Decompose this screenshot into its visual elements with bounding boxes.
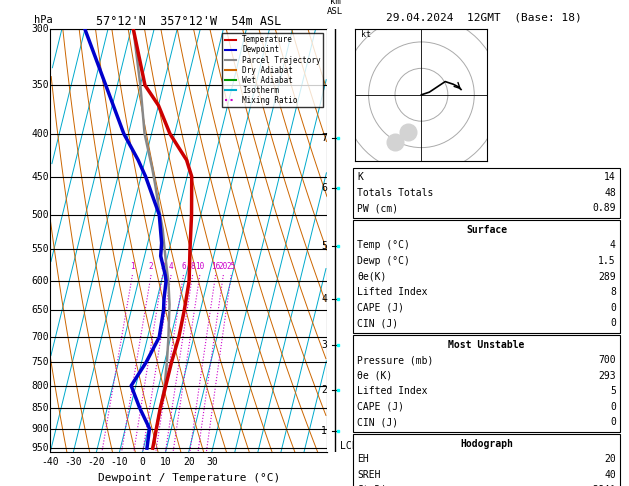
Text: 30: 30	[206, 457, 218, 467]
Text: 700: 700	[31, 332, 49, 342]
Text: 500: 500	[31, 210, 49, 220]
Text: 550: 550	[31, 244, 49, 255]
Text: -40: -40	[42, 457, 59, 467]
Text: Pressure (mb): Pressure (mb)	[357, 355, 433, 365]
Text: 300: 300	[31, 24, 49, 34]
Text: EH: EH	[357, 454, 369, 464]
Text: 289: 289	[598, 272, 616, 281]
Text: 450: 450	[31, 172, 49, 182]
Text: Lifted Index: Lifted Index	[357, 287, 428, 297]
Text: CIN (J): CIN (J)	[357, 318, 398, 328]
Legend: Temperature, Dewpoint, Parcel Trajectory, Dry Adiabat, Wet Adiabat, Isotherm, Mi: Temperature, Dewpoint, Parcel Trajectory…	[223, 33, 323, 107]
Text: Surface: Surface	[466, 225, 507, 235]
Text: 10: 10	[160, 457, 172, 467]
Text: 40: 40	[604, 470, 616, 480]
Text: -30: -30	[65, 457, 82, 467]
Text: 5: 5	[610, 386, 616, 396]
Text: LCL: LCL	[340, 441, 357, 451]
Text: 6: 6	[181, 262, 186, 271]
Text: 0.89: 0.89	[593, 204, 616, 213]
Text: 750: 750	[31, 357, 49, 367]
Text: 0: 0	[610, 402, 616, 412]
Text: 600: 600	[31, 276, 49, 286]
Text: Totals Totals: Totals Totals	[357, 188, 433, 198]
Text: km
ASL: km ASL	[327, 0, 343, 17]
Text: 0: 0	[610, 417, 616, 427]
Text: 8: 8	[610, 287, 616, 297]
Text: 2: 2	[148, 262, 153, 271]
Text: SREH: SREH	[357, 470, 381, 480]
Text: Lifted Index: Lifted Index	[357, 386, 428, 396]
Text: CAPE (J): CAPE (J)	[357, 402, 404, 412]
Text: 850: 850	[31, 403, 49, 413]
Text: 4: 4	[321, 294, 327, 304]
Text: CIN (J): CIN (J)	[357, 417, 398, 427]
Text: 29.04.2024  12GMT  (Base: 18): 29.04.2024 12GMT (Base: 18)	[386, 12, 582, 22]
Text: Dewpoint / Temperature (°C): Dewpoint / Temperature (°C)	[97, 473, 280, 483]
Text: 25: 25	[226, 262, 236, 271]
Text: hPa: hPa	[34, 15, 52, 25]
Text: 3: 3	[321, 340, 327, 350]
Text: Hodograph: Hodograph	[460, 439, 513, 449]
Text: -10: -10	[111, 457, 128, 467]
Text: 2: 2	[321, 385, 327, 395]
Text: Dewp (°C): Dewp (°C)	[357, 256, 410, 266]
Text: 1: 1	[130, 262, 135, 271]
Text: kt: kt	[360, 30, 370, 39]
Text: 5: 5	[321, 241, 327, 251]
Text: 0: 0	[140, 457, 145, 467]
Text: θe (K): θe (K)	[357, 371, 392, 381]
Text: 8: 8	[190, 262, 195, 271]
Text: 7: 7	[321, 133, 327, 143]
Text: 0: 0	[610, 318, 616, 328]
Text: 1.5: 1.5	[598, 256, 616, 266]
Text: CAPE (J): CAPE (J)	[357, 303, 404, 312]
Text: 16: 16	[211, 262, 220, 271]
Text: 650: 650	[31, 305, 49, 315]
Text: PW (cm): PW (cm)	[357, 204, 398, 213]
Text: Temp (°C): Temp (°C)	[357, 241, 410, 250]
Text: 400: 400	[31, 129, 49, 139]
Text: 0: 0	[610, 303, 616, 312]
Text: 900: 900	[31, 423, 49, 434]
Text: θe(K): θe(K)	[357, 272, 387, 281]
Text: 4: 4	[169, 262, 174, 271]
Text: 350: 350	[31, 80, 49, 90]
Text: 20: 20	[604, 454, 616, 464]
Text: 14: 14	[604, 173, 616, 182]
Text: 800: 800	[31, 381, 49, 391]
Text: -20: -20	[87, 457, 105, 467]
Title: 57°12'N  357°12'W  54m ASL: 57°12'N 357°12'W 54m ASL	[96, 15, 281, 28]
Text: 3: 3	[160, 262, 165, 271]
Text: 700: 700	[598, 355, 616, 365]
Text: 20: 20	[219, 262, 228, 271]
Text: 293: 293	[598, 371, 616, 381]
Text: 6: 6	[321, 184, 327, 193]
Text: 1: 1	[321, 426, 327, 435]
Text: 10: 10	[195, 262, 204, 271]
Text: 4: 4	[610, 241, 616, 250]
Text: Most Unstable: Most Unstable	[448, 340, 525, 349]
Text: 20: 20	[183, 457, 194, 467]
Text: 950: 950	[31, 443, 49, 453]
Text: K: K	[357, 173, 363, 182]
Text: 48: 48	[604, 188, 616, 198]
